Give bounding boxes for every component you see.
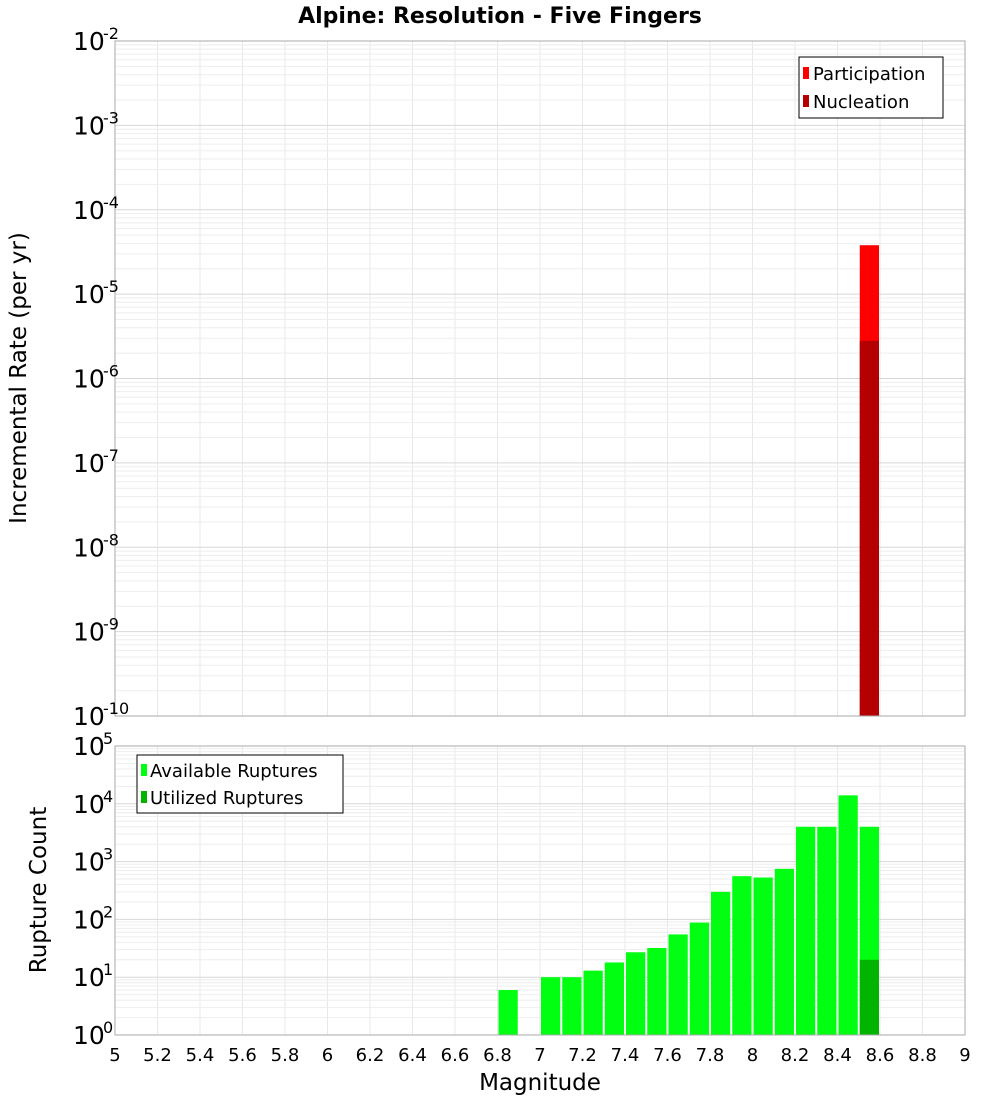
y-tick-base: 10 xyxy=(73,732,105,761)
y-tick-base: 10 xyxy=(73,111,105,140)
legend-label-participation: Participation xyxy=(813,64,925,85)
x-tick-label: 7.6 xyxy=(653,1045,682,1066)
bar-available-ruptures xyxy=(498,990,518,1035)
x-tick-label: 6.4 xyxy=(398,1045,427,1066)
y-tick-base: 10 xyxy=(73,790,105,819)
y-tick-base: 10 xyxy=(73,963,105,992)
legend-swatch-utilized xyxy=(141,791,147,803)
y-tick-base: 10 xyxy=(73,618,105,647)
count-plot-frame xyxy=(114,745,966,1036)
count-x-ticks: 5 5.2 5.4 5.6 5.8 6 6.2 6.4 6.6 6.8 7 7.2 7.4 7.6 7.8 8… xyxy=(109,1045,970,1066)
x-tick-label: 5.8 xyxy=(271,1045,300,1066)
bar-available-ruptures xyxy=(689,922,709,1035)
y-tick-exponent: -8 xyxy=(103,530,119,549)
y-tick-base: 10 xyxy=(73,365,105,394)
count-bars xyxy=(498,795,879,1035)
x-tick-label: 8 xyxy=(747,1045,758,1066)
x-tick-label: 5.4 xyxy=(186,1045,215,1066)
x-tick-label: 5.6 xyxy=(228,1045,257,1066)
y-tick-exponent: 0 xyxy=(103,1018,113,1037)
y-tick-exponent: -10 xyxy=(103,699,129,718)
x-tick-label: 8.4 xyxy=(823,1045,852,1066)
y-tick-exponent: -7 xyxy=(103,446,119,465)
y-tick-base: 10 xyxy=(73,27,105,56)
y-tick-exponent: -6 xyxy=(103,362,119,381)
bar-available-ruptures xyxy=(647,948,667,1035)
y-tick-base: 10 xyxy=(73,280,105,309)
legend-label-nucleation: Nucleation xyxy=(813,92,909,113)
x-tick-label: 7.8 xyxy=(696,1045,725,1066)
x-tick-label: 7.2 xyxy=(568,1045,597,1066)
rate-plot-frame xyxy=(114,40,966,717)
y-tick-exponent: 3 xyxy=(103,845,113,864)
chart-title: Alpine: Resolution - Five Fingers xyxy=(298,4,702,29)
y-tick-base: 10 xyxy=(73,905,105,934)
rate-legend-box xyxy=(798,56,944,119)
y-tick-exponent: 2 xyxy=(103,902,113,921)
bar-available-ruptures xyxy=(753,877,773,1035)
y-tick-base: 10 xyxy=(73,449,105,478)
bar-available-ruptures xyxy=(604,962,624,1035)
y-tick-exponent: 5 xyxy=(103,729,113,748)
legend-label-available: Available Ruptures xyxy=(150,761,318,782)
y-tick-exponent: -3 xyxy=(103,108,119,127)
rate-y-axis-label: Incremental Rate (per yr) xyxy=(6,232,32,524)
bar-available-ruptures xyxy=(583,970,603,1035)
bar-available-ruptures xyxy=(541,977,561,1035)
rate-grid xyxy=(114,41,966,717)
y-tick-base: 10 xyxy=(73,848,105,877)
bar-available-ruptures xyxy=(562,977,582,1035)
count-y-axis-label: Rupture Count xyxy=(26,807,52,973)
bar-available-ruptures xyxy=(668,934,688,1035)
y-tick-base: 10 xyxy=(73,196,105,225)
y-tick-base: 10 xyxy=(73,533,105,562)
rate-bars xyxy=(859,245,879,717)
legend-label-utilized: Utilized Ruptures xyxy=(150,788,303,809)
bar-available-ruptures xyxy=(626,952,646,1035)
x-tick-label: 6.2 xyxy=(356,1045,385,1066)
x-tick-label: 9 xyxy=(959,1045,970,1066)
y-tick-exponent: -2 xyxy=(103,24,119,43)
y-tick-base: 10 xyxy=(73,1021,105,1050)
bar-available-ruptures xyxy=(796,826,816,1035)
y-tick-exponent: -5 xyxy=(103,277,119,296)
legend-swatch-nucleation xyxy=(803,95,809,107)
y-tick-exponent: -4 xyxy=(103,193,119,212)
bar-available-ruptures xyxy=(732,876,752,1035)
count-legend: Available Ruptures Utilized Ruptures xyxy=(136,754,344,814)
legend-swatch-available xyxy=(141,764,147,776)
bar-available-ruptures xyxy=(817,826,837,1035)
x-tick-label: 6.8 xyxy=(483,1045,512,1066)
bar-available-ruptures xyxy=(774,868,794,1035)
x-tick-label: 7 xyxy=(534,1045,545,1066)
rate-legend: Participation Nucleation xyxy=(798,56,944,119)
bar-available-ruptures xyxy=(711,891,731,1035)
bar-available-ruptures xyxy=(838,795,858,1035)
x-tick-label: 7.4 xyxy=(611,1045,640,1066)
x-tick-label: 6.6 xyxy=(441,1045,470,1066)
y-tick-exponent: -9 xyxy=(103,615,119,634)
x-tick-label: 8.2 xyxy=(781,1045,810,1066)
y-tick-base: 10 xyxy=(73,702,105,731)
x-tick-label: 8.6 xyxy=(866,1045,895,1066)
count-legend-box xyxy=(136,754,344,814)
x-tick-label: 6 xyxy=(322,1045,333,1066)
x-axis-label: Magnitude xyxy=(479,1070,601,1096)
bar-nucleation xyxy=(859,340,879,716)
x-tick-label: 8.8 xyxy=(908,1045,937,1066)
x-tick-label: 5.2 xyxy=(143,1045,172,1066)
x-tick-label: 5 xyxy=(109,1045,120,1066)
legend-swatch-participation xyxy=(803,67,809,79)
bar-utilized-ruptures xyxy=(859,959,879,1035)
y-tick-exponent: 1 xyxy=(103,960,113,979)
y-tick-exponent: 4 xyxy=(103,787,113,806)
